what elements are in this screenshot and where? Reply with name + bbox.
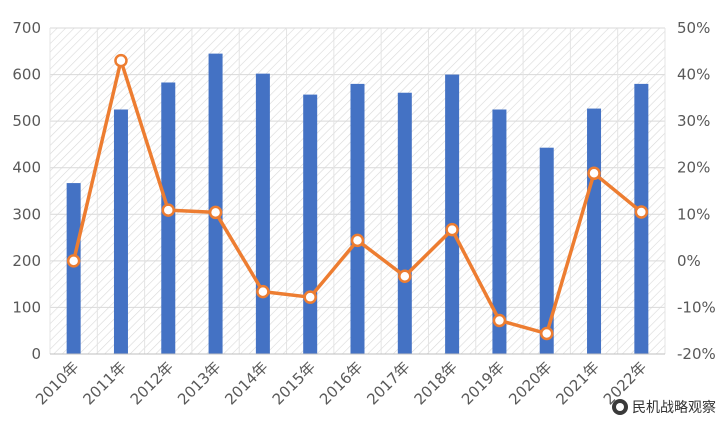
x-tick-label: 2014年	[221, 358, 271, 408]
watermark-text: 民机战略观察	[632, 399, 716, 415]
line-point	[66, 254, 81, 268]
bar	[161, 82, 176, 354]
line-point	[114, 53, 128, 68]
bar-series	[66, 53, 649, 355]
left-tick-label: 200	[12, 252, 41, 270]
x-tick-label: 2019年	[458, 358, 508, 408]
x-tick-label: 2016年	[316, 358, 366, 408]
line-point	[398, 269, 412, 283]
left-tick-label: 300	[12, 205, 41, 223]
gridlines	[49, 27, 666, 355]
right-y-axis: -20% -10% 0% 10% 20% 30% 40% 50%	[677, 19, 716, 363]
bar	[255, 73, 270, 354]
left-tick-label: 600	[12, 66, 41, 84]
line-point	[256, 284, 270, 299]
x-tick-label: 2020年	[505, 358, 555, 408]
bar	[208, 53, 223, 354]
x-tick-label: 2021年	[553, 358, 603, 408]
line-point	[350, 233, 365, 248]
wechat-icon	[612, 399, 628, 415]
left-tick-label: 100	[12, 298, 41, 316]
right-tick-label: 0%	[677, 252, 701, 270]
bar	[350, 83, 365, 354]
line-point	[161, 203, 176, 217]
bar	[539, 147, 554, 354]
bar	[634, 83, 649, 354]
bar	[303, 94, 318, 355]
line-point	[445, 222, 459, 237]
line-point	[634, 205, 649, 219]
right-tick-label: -20%	[677, 345, 716, 363]
right-tick-label: 20%	[677, 159, 710, 177]
right-tick-label: 50%	[677, 19, 710, 37]
x-tick-label: 2017年	[363, 358, 413, 408]
x-tick-label: 2011年	[79, 358, 129, 408]
right-tick-label: -10%	[677, 298, 716, 316]
line-point	[587, 166, 601, 181]
left-tick-label: 700	[12, 19, 41, 37]
right-tick-label: 40%	[677, 66, 710, 84]
line-point	[492, 313, 507, 328]
left-tick-label: 0	[31, 345, 41, 363]
left-tick-label: 400	[12, 159, 41, 177]
x-axis: 2010年2011年2012年2013年2014年2015年2016年2017年…	[32, 353, 665, 408]
line-point	[303, 290, 317, 304]
x-tick-label: 2015年	[269, 358, 319, 408]
bar	[66, 183, 81, 354]
line-point	[208, 205, 223, 220]
left-y-axis: 0 100 200 300 400 500 600 700	[12, 19, 41, 363]
x-tick-label: 2010年	[32, 358, 82, 408]
bar	[445, 74, 460, 355]
watermark: 民机战略观察	[612, 397, 716, 417]
right-tick-label: 10%	[677, 205, 710, 223]
bar	[113, 109, 128, 354]
x-tick-label: 2018年	[411, 358, 461, 408]
right-tick-label: 30%	[677, 112, 710, 130]
left-tick-label: 500	[12, 112, 41, 130]
bar	[492, 109, 507, 354]
bar	[397, 92, 412, 354]
x-tick-label: 2012年	[127, 358, 177, 408]
line-series	[66, 53, 649, 341]
line-point	[539, 326, 554, 341]
bar	[587, 108, 602, 354]
x-tick-label: 2013年	[174, 358, 224, 408]
